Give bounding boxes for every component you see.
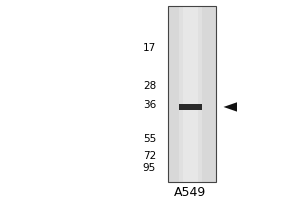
- Bar: [168, 6, 216, 182]
- Bar: [168, 6, 216, 182]
- Bar: [179, 6, 202, 182]
- Text: 95: 95: [143, 163, 156, 173]
- Text: A549: A549: [174, 186, 207, 199]
- Text: 72: 72: [143, 151, 156, 161]
- Bar: [183, 6, 198, 182]
- Polygon shape: [224, 102, 237, 112]
- Bar: [179, 104, 202, 110]
- Text: 36: 36: [143, 100, 156, 110]
- Text: 28: 28: [143, 81, 156, 91]
- Text: 55: 55: [143, 134, 156, 144]
- Text: 17: 17: [143, 43, 156, 53]
